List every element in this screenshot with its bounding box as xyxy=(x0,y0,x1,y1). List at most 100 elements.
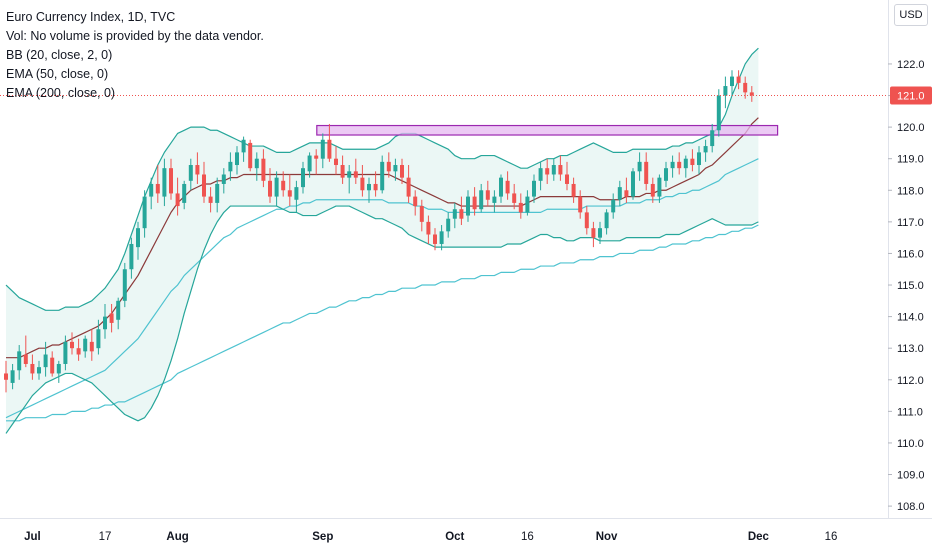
legend-title[interactable]: Euro Currency Index, 1D, TVC xyxy=(6,10,176,24)
candle-body xyxy=(241,139,246,153)
candle-body xyxy=(505,180,510,194)
candle-body xyxy=(459,209,464,219)
candle-body xyxy=(17,351,22,371)
candle xyxy=(545,158,550,184)
candle-body xyxy=(617,187,622,200)
ema50-line xyxy=(5,158,759,419)
candle xyxy=(268,168,272,203)
last-price-label: 121.0 xyxy=(897,91,925,103)
candle-body xyxy=(591,228,596,238)
candle-body xyxy=(169,168,173,194)
candle xyxy=(208,187,213,213)
candle xyxy=(287,174,292,207)
time-tick-label: Nov xyxy=(596,531,618,543)
candle-body xyxy=(281,180,286,191)
candle-body xyxy=(749,92,754,96)
candle xyxy=(657,174,662,203)
candle xyxy=(419,199,424,232)
candle-body xyxy=(96,329,101,349)
candle-body xyxy=(743,82,748,93)
candle xyxy=(373,171,378,197)
candle-body xyxy=(353,171,358,178)
candle-body xyxy=(558,165,563,175)
candle xyxy=(314,149,319,175)
candle xyxy=(30,354,35,380)
candle-body xyxy=(182,183,187,203)
candle-body xyxy=(400,165,404,178)
candle xyxy=(439,225,444,251)
candle xyxy=(307,152,312,178)
candle xyxy=(617,180,622,207)
candle xyxy=(274,171,279,207)
candle xyxy=(281,171,286,197)
candle xyxy=(505,171,510,200)
candle-body xyxy=(644,161,649,184)
candle xyxy=(631,168,635,200)
candle xyxy=(320,133,325,169)
candle xyxy=(551,158,556,181)
candle xyxy=(736,70,741,90)
candle-body xyxy=(301,168,305,188)
candle-body xyxy=(518,202,523,213)
price-tick-label: 110.0 xyxy=(897,438,924,450)
candle-body xyxy=(248,142,253,169)
price-tick-label: 109.0 xyxy=(897,470,925,482)
legend-volume-note: Vol: No volume is provided by the data v… xyxy=(6,29,264,43)
candle xyxy=(169,158,173,200)
price-tick-label: 120.0 xyxy=(897,122,925,134)
candle-body xyxy=(426,221,431,235)
candle-body xyxy=(485,190,490,200)
currency-button[interactable]: USD xyxy=(894,4,928,26)
price-tick-label: 112.0 xyxy=(897,375,924,387)
candle-body xyxy=(538,168,543,181)
candle-body xyxy=(571,183,576,197)
legend-ema50[interactable]: EMA (50, close, 0) xyxy=(6,67,109,81)
candle-body xyxy=(116,300,121,320)
time-tick-label: 16 xyxy=(521,531,534,543)
candle xyxy=(96,319,101,355)
candle xyxy=(50,351,55,377)
time-tick-label: Oct xyxy=(445,531,464,543)
candle xyxy=(70,332,74,355)
candle xyxy=(294,180,299,213)
candle-body xyxy=(235,152,239,166)
last-price-badge xyxy=(890,86,932,105)
candle-body xyxy=(565,174,569,184)
candle-body xyxy=(604,212,609,229)
candle xyxy=(677,152,682,175)
candle-body xyxy=(103,316,107,330)
legend-bb[interactable]: BB (20, close, 2, 0) xyxy=(6,48,113,62)
candle xyxy=(76,338,81,361)
candle-body xyxy=(393,165,398,172)
candle-body xyxy=(439,231,444,244)
candle-body xyxy=(578,196,583,213)
candle xyxy=(743,76,748,99)
candle xyxy=(221,168,226,194)
candle xyxy=(241,136,246,162)
candle xyxy=(56,360,61,383)
candle xyxy=(518,193,523,219)
candle-body xyxy=(215,183,220,203)
candle xyxy=(406,165,411,203)
candle-body xyxy=(512,193,517,203)
candle xyxy=(571,177,576,203)
candle-body xyxy=(70,341,74,349)
candle xyxy=(254,152,259,181)
legend-ema200[interactable]: EMA (200, close, 0) xyxy=(6,86,116,100)
time-tick-label: Sep xyxy=(312,531,333,543)
candle xyxy=(109,303,114,333)
candle-body xyxy=(30,363,35,374)
candle xyxy=(499,174,503,203)
candle xyxy=(492,190,497,213)
candle-body xyxy=(129,243,134,270)
candle-body xyxy=(723,86,728,96)
candle-body xyxy=(452,209,457,219)
candle xyxy=(367,177,371,203)
candle-body xyxy=(736,76,741,83)
candle xyxy=(400,158,404,184)
candle xyxy=(426,215,431,244)
resistance-zone-rect xyxy=(316,124,779,136)
candle-body xyxy=(274,177,279,197)
